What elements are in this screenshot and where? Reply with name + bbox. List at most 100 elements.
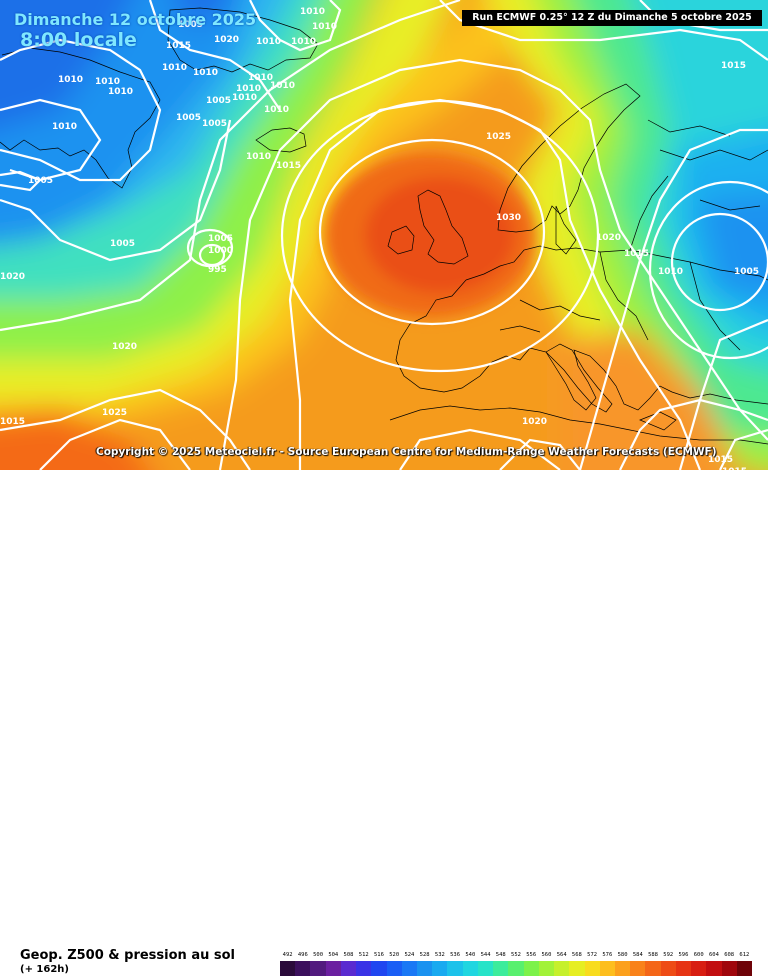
scale-tick-label: 600	[693, 952, 704, 958]
isobar-label: 1015	[721, 61, 746, 71]
isobar-label: 1005	[206, 96, 231, 106]
scale-color-cell	[691, 961, 707, 976]
scale-tick-label: 508	[343, 952, 354, 958]
scale-color-cell	[493, 961, 509, 976]
scale-color-cell	[554, 961, 570, 976]
scale-color-cell	[630, 961, 646, 976]
scale-tick-label: 500	[313, 952, 324, 958]
isobar-label: 1005	[202, 119, 227, 129]
isobar-label: 1010	[658, 267, 683, 277]
isobar-label: 1015	[722, 467, 747, 470]
weather-map: 1010 1010 1005 1015 1020 1010 1010 1010 1010 1010…	[0, 0, 768, 470]
scale-color-cell	[645, 961, 662, 976]
forecast-time: Dimanche 12 octobre 2025 8:00 locale	[14, 10, 256, 51]
isobar-label: 1020	[214, 35, 239, 45]
isobar-label: 1010	[236, 84, 261, 94]
color-scale: 492 496 500 504 508 512 516 520 524 528 532 536 540 5…	[280, 952, 753, 978]
isobar-label: 1025	[486, 132, 511, 142]
scale-tick-label: 544	[480, 952, 491, 958]
isobar-label: 1015	[0, 417, 25, 427]
isobar-label: 1010	[108, 87, 133, 97]
scale-color-cell	[371, 961, 388, 976]
scale-color-cell	[523, 961, 540, 976]
scale-tick-label: 568	[571, 952, 582, 958]
isobar-label: 1005	[28, 176, 53, 186]
scale-color-cell	[310, 961, 327, 976]
scale-tick-label: 576	[602, 952, 613, 958]
isobar-label: 1005	[178, 20, 203, 30]
scale-color-cell	[660, 961, 677, 976]
scale-tick-label: 504	[328, 952, 339, 958]
scale-tick-label: 536	[450, 952, 461, 958]
land-outlines	[0, 7, 768, 445]
scale-tick-label: 612	[739, 952, 750, 958]
isobar-label: 1010	[291, 37, 316, 47]
isobar-label: 1005	[208, 234, 233, 244]
isobar-label: 1010	[95, 77, 120, 87]
isobar-label: 1030	[496, 213, 521, 223]
isobar-label: 995	[208, 265, 227, 275]
scale-color-cell	[508, 961, 525, 976]
scale-tick-label: 516	[373, 952, 384, 958]
scale-tick-label: 588	[648, 952, 658, 958]
isobar-label: 1015	[166, 41, 191, 51]
scale-tick-label: 604	[708, 952, 719, 958]
isobar-label: 1010	[58, 75, 83, 85]
scale-tick-label: 524	[404, 952, 415, 958]
isobar-label: 1020	[0, 272, 25, 282]
scale-color-cell	[325, 961, 342, 976]
isobar-label: 1020	[596, 233, 621, 243]
scale-tick-label: 496	[297, 952, 308, 958]
scale-color-cell	[356, 961, 372, 976]
scale-color-cell	[538, 961, 555, 976]
scale-color-cell	[675, 961, 692, 976]
isobar-label: 1010	[162, 63, 187, 73]
scale-color-cell	[432, 961, 448, 976]
scale-color-cell	[706, 961, 723, 976]
forecast-local-time: 8:00 locale	[20, 29, 137, 51]
isobar-label: 1010	[232, 93, 257, 103]
scale-tick-label: 552	[511, 952, 521, 958]
isobar-label: 1010	[312, 22, 337, 32]
isobar-label: 1020	[522, 417, 547, 427]
scale-tick-label: 492	[282, 952, 293, 958]
scale-color-cell	[280, 961, 296, 976]
isobar-label: 1010	[248, 73, 273, 83]
scale-tick-label: 540	[465, 952, 476, 958]
scale-color-cell	[569, 961, 585, 976]
isobar-label: 1010	[256, 37, 281, 47]
scale-tick-label: 596	[678, 952, 689, 958]
legend-footer: Geop. Z500 & pression au sol (+ 162h) 49…	[0, 470, 768, 976]
isobar-label: 1010	[52, 122, 77, 132]
isobar-label: 1015	[708, 455, 733, 465]
isobar-label: 1010	[300, 7, 325, 17]
isobar-label: 1010	[193, 68, 218, 78]
lead-time: (+ 162h)	[20, 964, 69, 975]
scale-tick-label: 512	[358, 952, 369, 958]
scale-tick-label: 532	[434, 952, 445, 958]
isobar-label: 1010	[246, 152, 271, 162]
scale-tick-label: 580	[617, 952, 628, 958]
isobar-label: 1015	[624, 249, 649, 259]
scale-tick-label: 528	[419, 952, 430, 958]
scale-color-cell	[736, 961, 753, 976]
isobar-label: 1010	[270, 81, 295, 91]
scale-color-cell	[721, 961, 738, 976]
copyright-notice: Copyright © 2025 Meteociel.fr - Source E…	[96, 446, 717, 458]
isobar-label: 1015	[276, 161, 301, 171]
scale-color-cell	[417, 961, 433, 976]
scale-color-cell	[386, 961, 403, 976]
isobar-label: 1005	[176, 113, 201, 123]
isobar-label: 1005	[734, 267, 759, 277]
scale-tick-label: 520	[389, 952, 400, 958]
scale-color-cell	[614, 961, 631, 976]
scale-tick-label: 608	[724, 952, 735, 958]
scale-color-cell	[401, 961, 418, 976]
scale-color-cell	[340, 961, 357, 976]
scale-tick-label: 592	[663, 952, 674, 958]
isobar-label: 1020	[112, 342, 137, 352]
isobar-label: 1025	[102, 408, 127, 418]
scale-color-cell	[584, 961, 601, 976]
scale-tick-label: 572	[587, 952, 598, 958]
